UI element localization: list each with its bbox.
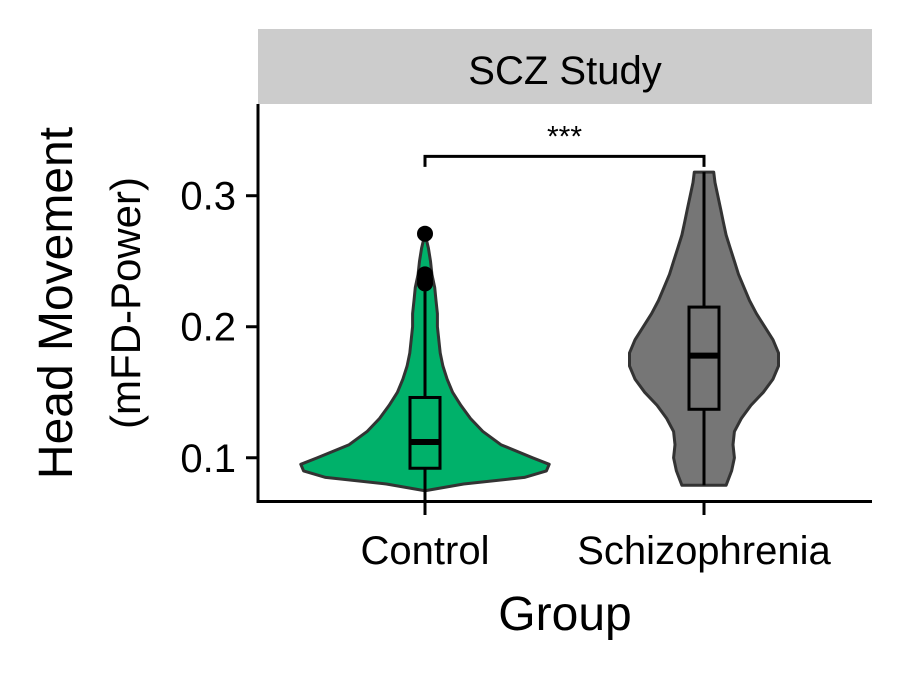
violin-group-schizophrenia: [628, 170, 780, 487]
y-ticks: 0.1 0.2 0.3: [180, 175, 258, 481]
x-axis-label: Group: [498, 588, 631, 641]
outlier-point-control: [417, 266, 433, 283]
x-tick-label-control: Control: [361, 529, 490, 573]
outlier-point-control: [417, 225, 433, 242]
facet-strip: [258, 29, 872, 104]
box-control: [408, 395, 442, 470]
significance-bracket: ***: [423, 120, 706, 167]
x-tick-label-schizophrenia: Schizophrenia: [577, 529, 831, 573]
violin-group-control: [299, 225, 551, 500]
facet-label: SCZ Study: [468, 49, 661, 93]
plot-area: ***: [299, 120, 780, 500]
x-ticks: Control Schizophrenia: [361, 501, 832, 573]
y-axis-label-line2: (mFD-Power): [102, 177, 149, 429]
y-tick-label: 0.3: [180, 175, 236, 219]
significance-stars: ***: [547, 120, 582, 153]
y-tick-label: 0.2: [180, 306, 236, 350]
y-axis-label-line1: Head Movement: [30, 127, 83, 479]
y-tick-label: 0.1: [180, 437, 236, 481]
bracket-line: [423, 154, 706, 167]
